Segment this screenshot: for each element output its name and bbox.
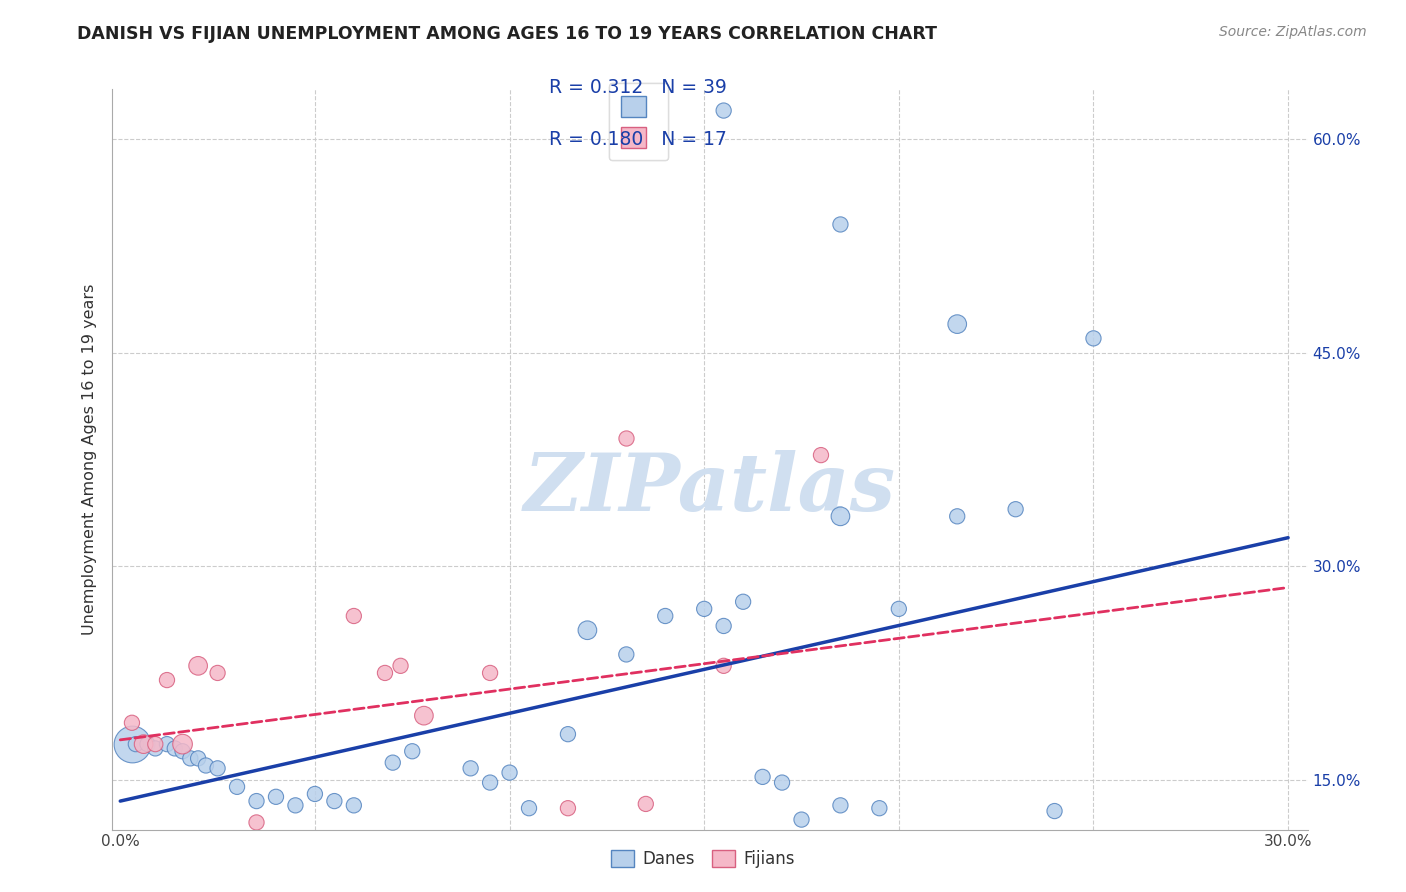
Point xyxy=(132,737,155,751)
Text: Source: ZipAtlas.com: Source: ZipAtlas.com xyxy=(1219,25,1367,39)
Legend: Danes, Fijians: Danes, Fijians xyxy=(605,843,801,875)
Point xyxy=(374,665,396,680)
Point xyxy=(389,658,412,673)
Point xyxy=(830,218,852,232)
Point xyxy=(323,794,346,808)
Point xyxy=(517,801,540,815)
Point xyxy=(143,741,166,756)
Y-axis label: Unemployment Among Ages 16 to 19 years: Unemployment Among Ages 16 to 19 years xyxy=(82,284,97,635)
Point xyxy=(187,751,209,765)
Point xyxy=(557,727,579,741)
Point xyxy=(946,509,969,524)
Point xyxy=(1083,331,1105,345)
Point xyxy=(163,741,186,756)
Point xyxy=(245,815,267,830)
Legend: , : , xyxy=(609,84,668,161)
Point xyxy=(693,602,716,616)
Point xyxy=(381,756,404,770)
Point xyxy=(770,775,793,789)
Point xyxy=(172,744,194,758)
Point xyxy=(245,794,267,808)
Point xyxy=(654,609,676,624)
Point xyxy=(868,801,890,815)
Point xyxy=(207,665,229,680)
Point xyxy=(614,648,637,662)
Point xyxy=(946,317,969,331)
Point xyxy=(136,737,159,751)
Point xyxy=(460,761,482,775)
Point xyxy=(226,780,249,794)
Point xyxy=(1043,804,1066,818)
Point xyxy=(172,737,194,751)
Point xyxy=(156,737,179,751)
Point xyxy=(713,103,735,118)
Point xyxy=(713,658,735,673)
Point xyxy=(713,619,735,633)
Point xyxy=(479,665,502,680)
Point xyxy=(810,448,832,462)
Point xyxy=(343,609,366,624)
Point xyxy=(1004,502,1026,516)
Point xyxy=(557,801,579,815)
Point xyxy=(498,765,520,780)
Point xyxy=(401,744,423,758)
Point xyxy=(790,813,813,827)
Point xyxy=(125,737,148,751)
Point xyxy=(121,715,143,730)
Point xyxy=(207,761,229,775)
Point xyxy=(479,775,502,789)
Point xyxy=(284,798,307,813)
Point xyxy=(576,624,599,638)
Point xyxy=(187,658,209,673)
Point xyxy=(830,798,852,813)
Point xyxy=(733,595,755,609)
Point xyxy=(343,798,366,813)
Point xyxy=(1102,851,1125,865)
Text: DANISH VS FIJIAN UNEMPLOYMENT AMONG AGES 16 TO 19 YEARS CORRELATION CHART: DANISH VS FIJIAN UNEMPLOYMENT AMONG AGES… xyxy=(77,25,938,43)
Text: ZIPatlas: ZIPatlas xyxy=(524,450,896,528)
Point xyxy=(304,787,326,801)
Text: R = 0.312   N = 39: R = 0.312 N = 39 xyxy=(548,78,727,97)
Point xyxy=(194,758,217,772)
Point xyxy=(143,737,166,751)
Text: R = 0.180   N = 17: R = 0.180 N = 17 xyxy=(548,130,727,149)
Point xyxy=(156,673,179,687)
Point xyxy=(887,602,910,616)
Point xyxy=(121,737,143,751)
Point xyxy=(264,789,287,804)
Point xyxy=(614,431,637,445)
Point xyxy=(179,751,201,765)
Point xyxy=(412,708,434,723)
Point xyxy=(830,509,852,524)
Point xyxy=(751,770,773,784)
Point xyxy=(634,797,657,811)
